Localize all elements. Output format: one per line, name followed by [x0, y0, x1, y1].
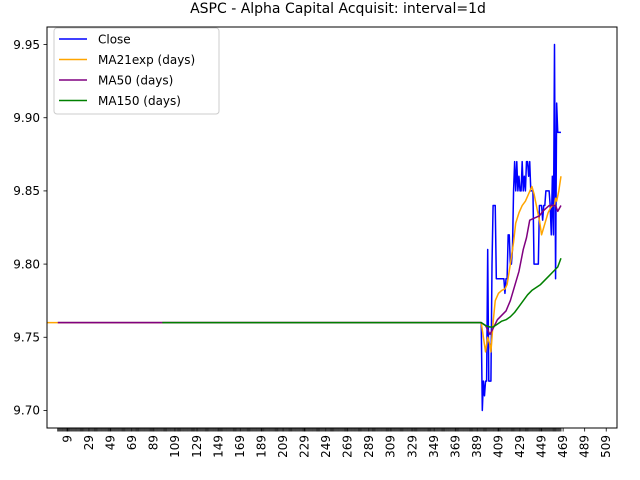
y-axis: 9.70 9.75 9.80 9.85 9.90 9.95: [13, 38, 47, 418]
x-tick-label: 469: [556, 435, 570, 458]
x-tick-label: 109: [168, 435, 182, 458]
x-tick-label: 69: [125, 435, 139, 450]
x-tick-label: 449: [535, 435, 549, 458]
x-tick-label: 249: [319, 435, 333, 458]
legend-label: MA21exp (days): [98, 53, 195, 67]
x-tick-label: 149: [211, 435, 225, 458]
y-tick-label: 9.85: [13, 184, 40, 198]
series-line-1: [47, 176, 562, 353]
x-tick-label: 49: [104, 435, 118, 450]
x-tick-label: 129: [190, 435, 204, 458]
x-minor-ticks: [57, 428, 562, 432]
x-tick-label: 29: [82, 435, 96, 450]
x-axis: 9 29 49 69 89 109 129 149 169 189 209 229 249 269 289 3…: [57, 428, 613, 458]
legend: Close MA21exp (days) MA50 (days) MA150 (day…: [53, 27, 220, 115]
x-tick-label: 349: [427, 435, 441, 458]
y-tick-label: 9.80: [13, 257, 40, 271]
series-layer: [47, 43, 562, 412]
chart-title: ASPC - Alpha Capital Acquisit: interval=…: [190, 1, 486, 17]
x-tick-label: 289: [362, 435, 376, 458]
y-tick-label: 9.90: [13, 111, 40, 125]
x-tick-label: 9: [60, 435, 74, 443]
x-tick-label: 189: [254, 435, 268, 458]
x-tick-label: 369: [448, 435, 462, 458]
y-tick-label: 9.95: [13, 38, 40, 52]
legend-box: [53, 27, 220, 115]
x-tick-label: 269: [341, 435, 355, 458]
legend-label: MA150 (days): [98, 94, 181, 108]
x-tick-label: 169: [233, 435, 247, 458]
series-line-2: [57, 204, 562, 336]
y-tick-label: 9.70: [13, 404, 40, 418]
x-tick-label: 89: [147, 435, 161, 450]
series-line-0: [57, 43, 561, 412]
x-tick-label: 409: [491, 435, 505, 458]
legend-label: Close: [98, 33, 131, 47]
legend-label: MA50 (days): [98, 74, 173, 88]
x-tick-label: 329: [405, 435, 419, 458]
x-tick-label: 429: [513, 435, 527, 458]
x-tick-label: 229: [298, 435, 312, 458]
x-tick-label: 209: [276, 435, 290, 458]
x-tick-label: 309: [384, 435, 398, 458]
y-tick-label: 9.75: [13, 330, 40, 344]
series-line-3: [162, 257, 562, 328]
plot-frame: [46, 26, 618, 429]
x-tick-label: 489: [578, 435, 592, 458]
x-tick-label: 509: [599, 435, 613, 458]
x-tick-label: 389: [470, 435, 484, 458]
